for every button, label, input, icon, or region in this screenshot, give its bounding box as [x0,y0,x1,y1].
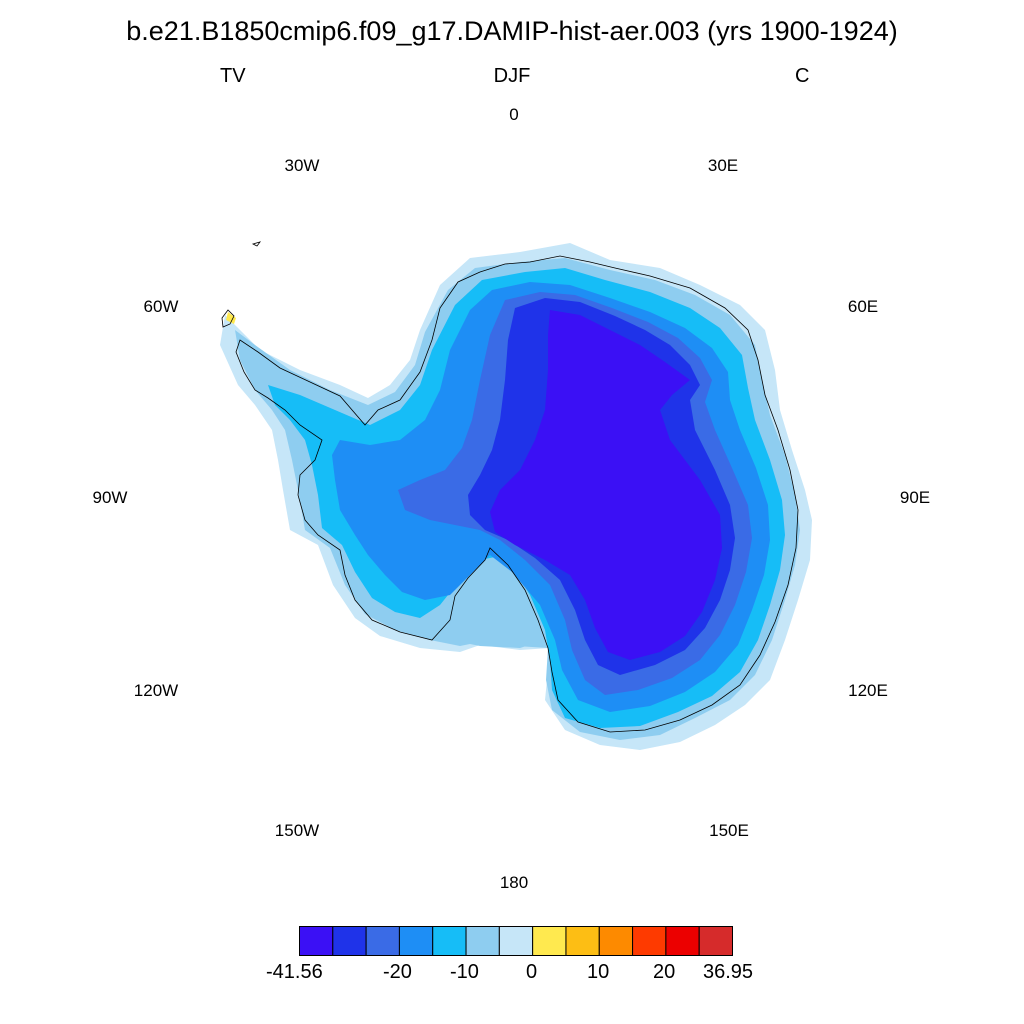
lon-label-150e: 150E [709,821,749,840]
colorbar-label-zero: 0 [526,961,538,983]
colorbar-label-plus10: 10 [587,961,610,983]
colorbar-swatch [632,926,667,956]
season-label: DJF [493,65,531,87]
temperature-field [220,243,812,750]
lon-label-60w: 60W [144,297,179,316]
colorbar-label-max: 36.95 [703,961,754,983]
colorbar-swatch [532,926,567,956]
colorbar-swatch [698,926,733,956]
lon-label-150w: 150W [275,821,319,840]
variable-name: TV [220,65,246,87]
colorbar-swatch [332,926,367,956]
colorbar-label-min: -41.56 [266,961,323,983]
colorbar-swatch [498,926,534,956]
colorbar-swatch [365,926,400,956]
longitude-labels: 0 30E 60E 90E 120E 150E 180 150W 120W 90… [93,105,931,892]
colorbar-swatch [465,926,500,956]
lon-label-90w: 90W [93,488,128,507]
plot-title: b.e21.B1850cmip6.f09_g17.DAMIP-hist-aer.… [126,16,898,46]
colorbar-label-minus10: -10 [450,961,479,983]
lon-label-120e: 120E [848,681,888,700]
lon-label-90e: 90E [900,488,930,507]
colorbar-swatch [299,926,334,956]
units-label: C [795,65,810,87]
colorbar-swatch [565,926,600,956]
coastline [221,241,799,733]
lon-label-180: 180 [500,873,528,892]
field-band-below-minus35 [490,310,722,660]
lon-label-60e: 60E [848,297,878,316]
lon-label-120w: 120W [134,681,178,700]
colorbar-swatch [432,926,467,956]
lon-label-30w: 30W [285,156,320,175]
colorbar-swatch [398,926,434,956]
colorbar [299,926,733,956]
lon-label-30e: 30E [708,156,738,175]
colorbar-swatch [665,926,700,956]
colorbar-swatch [598,926,634,956]
south-georgia-outline [251,241,262,247]
antarctica-coastline [235,255,799,733]
positive-anomaly-patch [226,312,236,324]
peninsula-island-outline [221,309,235,328]
lon-label-0: 0 [509,105,518,124]
colorbar-swatches [299,926,733,956]
colorbar-label-plus20: 20 [653,961,676,983]
colorbar-label-minus20: -20 [383,961,412,983]
